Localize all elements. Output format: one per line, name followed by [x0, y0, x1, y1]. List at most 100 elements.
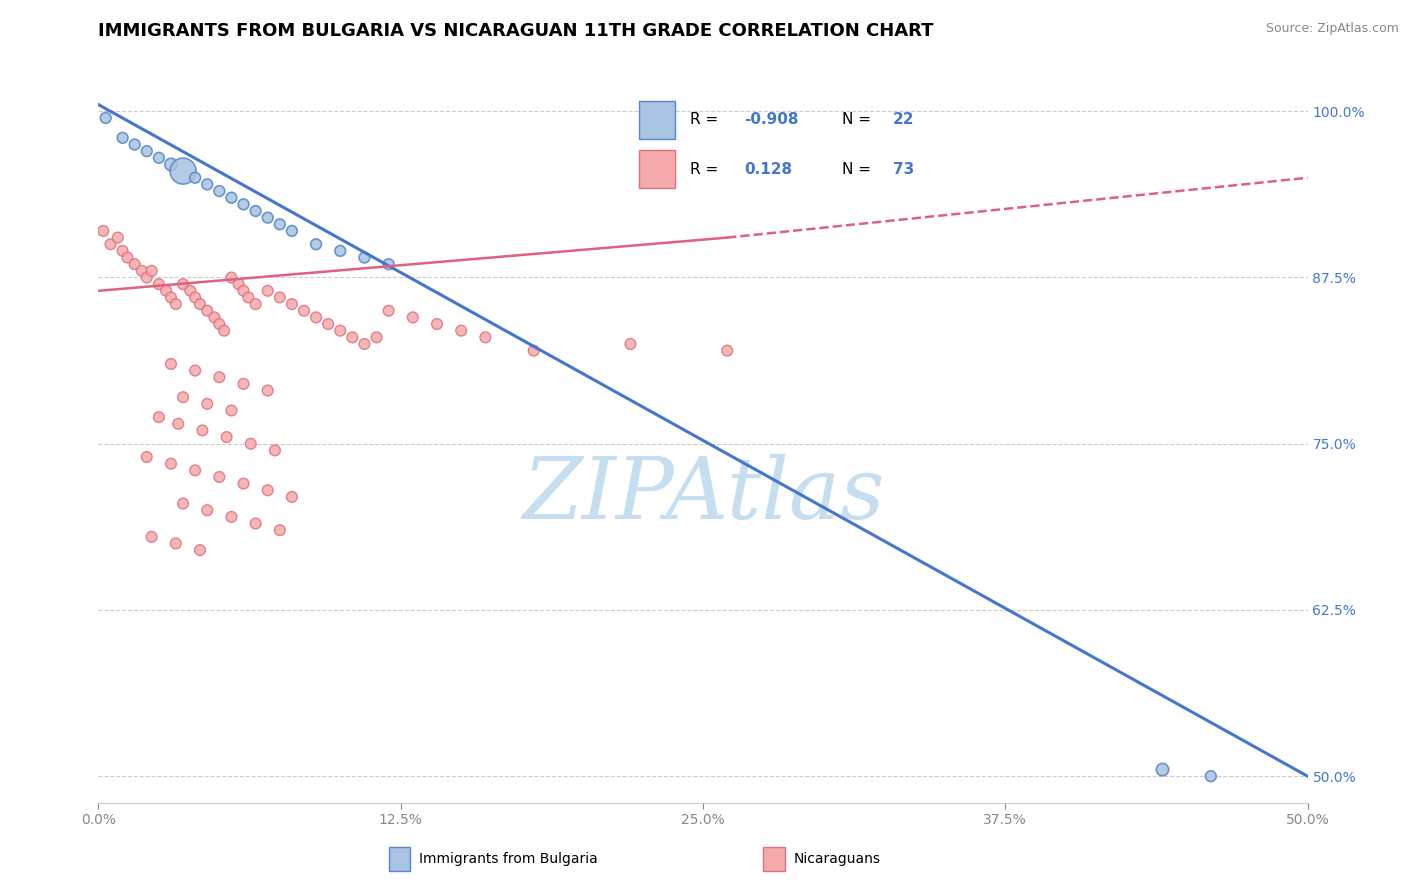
Point: [377, 257, 399, 271]
Point: [179, 284, 201, 298]
Point: [256, 284, 278, 298]
Point: [184, 363, 207, 377]
Point: [245, 297, 267, 311]
Point: [232, 476, 254, 491]
Point: [221, 509, 243, 524]
Point: [160, 290, 183, 304]
Point: [329, 244, 352, 258]
Point: [238, 290, 260, 304]
Point: [619, 337, 641, 351]
FancyBboxPatch shape: [388, 847, 411, 871]
Point: [148, 410, 170, 425]
Point: [402, 310, 425, 325]
Point: [305, 237, 328, 252]
Point: [353, 337, 375, 351]
Point: [135, 270, 157, 285]
Point: [204, 310, 226, 325]
Point: [1152, 763, 1174, 777]
Point: [100, 237, 122, 252]
Point: [117, 251, 139, 265]
Point: [160, 157, 183, 171]
Point: [232, 376, 254, 391]
Point: [245, 516, 267, 531]
Point: [474, 330, 496, 344]
Point: [195, 503, 218, 517]
Point: [292, 303, 315, 318]
Point: [212, 324, 235, 338]
Text: IMMIGRANTS FROM BULGARIA VS NICARAGUAN 11TH GRADE CORRELATION CHART: IMMIGRANTS FROM BULGARIA VS NICARAGUAN 1…: [98, 22, 934, 40]
Point: [208, 317, 231, 331]
Point: [716, 343, 738, 358]
Point: [316, 317, 339, 331]
Point: [342, 330, 364, 344]
Point: [172, 497, 194, 511]
Point: [221, 270, 243, 285]
Point: [353, 251, 375, 265]
Point: [377, 303, 399, 318]
Point: [141, 530, 163, 544]
Text: Source: ZipAtlas.com: Source: ZipAtlas.com: [1265, 22, 1399, 36]
Point: [124, 257, 146, 271]
Point: [305, 310, 328, 325]
Point: [208, 370, 231, 384]
Point: [221, 191, 243, 205]
Point: [245, 204, 267, 219]
Point: [172, 390, 194, 404]
Point: [221, 403, 243, 417]
Point: [91, 224, 114, 238]
Point: [172, 164, 194, 178]
Point: [256, 483, 278, 498]
Point: [172, 277, 194, 292]
Point: [239, 436, 262, 450]
Point: [111, 244, 134, 258]
Point: [281, 224, 304, 238]
Point: [131, 264, 153, 278]
Text: ZIPAtlas: ZIPAtlas: [522, 454, 884, 537]
FancyBboxPatch shape: [763, 847, 785, 871]
Point: [167, 417, 190, 431]
Text: Nicaraguans: Nicaraguans: [793, 852, 880, 866]
Point: [191, 424, 214, 438]
Point: [232, 284, 254, 298]
Point: [160, 457, 183, 471]
Point: [1199, 769, 1222, 783]
Point: [94, 111, 117, 125]
Point: [184, 290, 207, 304]
Point: [165, 297, 187, 311]
Point: [256, 211, 278, 225]
Point: [165, 536, 187, 550]
Point: [215, 430, 238, 444]
Point: [135, 144, 157, 158]
Point: [366, 330, 388, 344]
Point: [195, 178, 218, 192]
Text: Immigrants from Bulgaria: Immigrants from Bulgaria: [419, 852, 598, 866]
Point: [160, 357, 183, 371]
Point: [269, 217, 291, 231]
Point: [281, 297, 304, 311]
Point: [426, 317, 449, 331]
Point: [256, 384, 278, 398]
Point: [111, 131, 134, 145]
Point: [184, 170, 207, 185]
Point: [208, 470, 231, 484]
Point: [281, 490, 304, 504]
Point: [269, 523, 291, 537]
Point: [124, 137, 146, 152]
Point: [523, 343, 546, 358]
Point: [155, 284, 177, 298]
Point: [450, 324, 472, 338]
Point: [269, 290, 291, 304]
Point: [264, 443, 287, 458]
Point: [107, 230, 129, 244]
Point: [141, 264, 163, 278]
Point: [148, 277, 170, 292]
Point: [195, 397, 218, 411]
Point: [232, 197, 254, 211]
Point: [188, 297, 211, 311]
Point: [188, 543, 211, 558]
Point: [148, 151, 170, 165]
Point: [195, 303, 218, 318]
Point: [228, 277, 250, 292]
Point: [184, 463, 207, 477]
Point: [135, 450, 157, 464]
